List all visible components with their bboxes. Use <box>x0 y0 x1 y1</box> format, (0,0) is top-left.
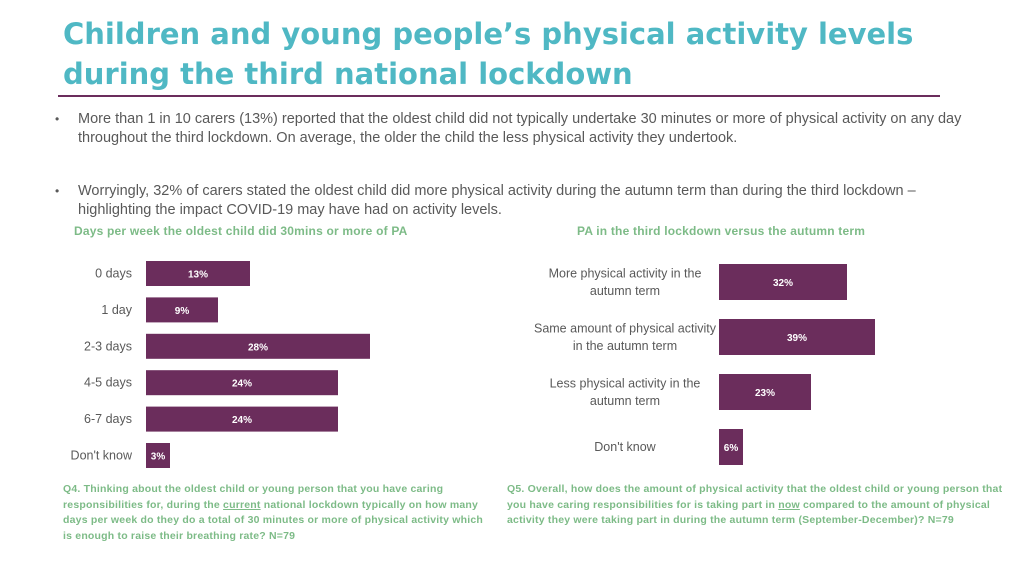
category-label: 4-5 days <box>84 376 132 390</box>
footnote-q5-text-b: compared to the amount of physical activ… <box>507 498 991 527</box>
category-label: autumn term <box>590 284 660 298</box>
bar <box>146 333 370 359</box>
category-label: 0 days <box>95 267 132 281</box>
bullet-symbol: • <box>55 184 60 198</box>
bar <box>719 429 743 465</box>
title-divider <box>58 95 940 97</box>
category-label: Same amount of physical activity <box>534 321 717 335</box>
bar <box>719 264 847 300</box>
data-label: 24% <box>232 415 252 426</box>
days-per-week-bar-chart: 0 days 13% 1 day 9% 2-3 days 28% 4-5 days 24% 6-… <box>71 261 370 468</box>
pa-comparison-bar-chart: More physical activity in the autumn term… <box>534 264 875 465</box>
footnote-q4-text-a: Q4. Thinking about the oldest child or y… <box>63 483 444 511</box>
footnote-q4-underlined: current <box>223 498 261 511</box>
data-label: 13% <box>188 270 208 281</box>
bar <box>146 443 170 468</box>
bullet-text-1: More than 1 in 10 carers (13%) reported … <box>78 111 962 146</box>
data-label: 3% <box>151 452 166 463</box>
category-label: More physical activity in the <box>549 266 702 280</box>
footnote-q4-text-b: national lockdown typically on how many … <box>63 498 483 542</box>
category-label: 2-3 days <box>84 339 132 353</box>
data-label: 28% <box>248 342 268 353</box>
data-label: 24% <box>232 379 252 390</box>
bullet-point-2: • Worryingly, 32% of carers stated the o… <box>55 182 975 220</box>
chart-2-title: PA in the third lockdown versus the autu… <box>577 224 866 238</box>
category-label: autumn term <box>590 394 660 408</box>
bullet-point-1: • More than 1 in 10 carers (13%) reporte… <box>55 110 975 148</box>
category-label: Less physical activity in the <box>550 376 701 390</box>
footnote-q4: Q4. Thinking about the oldest child or y… <box>63 482 493 544</box>
footnote-q5-underlined: now <box>778 498 800 511</box>
bullet-symbol: • <box>55 112 60 126</box>
bar <box>146 406 338 432</box>
category-label: Don't know <box>71 449 133 463</box>
bar <box>719 374 811 410</box>
data-label: 23% <box>755 388 775 399</box>
footnote-q5-text-a: Q5. Overall, how does the amount of phys… <box>507 483 1003 511</box>
category-label: 1 day <box>101 303 132 317</box>
category-label: 6-7 days <box>84 412 132 426</box>
bar <box>146 370 338 396</box>
bullet-text-2: Worryingly, 32% of carers stated the old… <box>78 183 916 218</box>
bar <box>719 319 875 355</box>
category-label: in the autumn term <box>573 339 677 353</box>
data-label: 6% <box>724 443 739 454</box>
data-label: 39% <box>787 333 807 344</box>
data-label: 32% <box>773 278 793 289</box>
footnote-q5: Q5. Overall, how does the amount of phys… <box>507 482 1017 529</box>
data-label: 9% <box>175 306 190 317</box>
bar <box>146 261 250 286</box>
category-label: Don't know <box>594 440 656 454</box>
chart-1-title: Days per week the oldest child did 30min… <box>74 224 408 238</box>
slide-title: Children and young people’s physical act… <box>63 17 914 91</box>
bar <box>146 297 218 323</box>
